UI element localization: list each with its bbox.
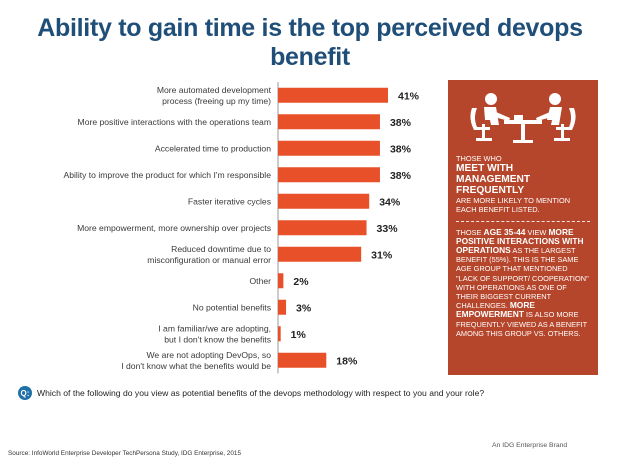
value-label: 18% [336,355,358,367]
dashed-divider [456,220,590,222]
insight-sidebar: Those who meet with management frequentl… [448,80,598,375]
bar [278,299,287,315]
value-label: 33% [377,223,399,235]
bar [278,326,281,342]
bar [278,246,362,262]
bar [278,273,284,289]
brand-credit: An IDG Enterprise Brand [492,442,568,449]
value-label: 2% [293,276,309,288]
category-label: More empowerment, more ownership over pr… [77,223,271,233]
category-label: I am familiar/we are adopting, [158,323,271,333]
category-label: Other [250,276,272,286]
question-icon: Q: [18,386,32,400]
category-label: process (freeing up my time) [162,96,271,106]
value-label: 38% [390,170,412,182]
value-label: 41% [398,90,420,102]
meeting-people-icon [470,93,576,143]
category-label: Reduced downtime due to [171,244,271,254]
sidebar-insight-2: Those age 35-44 view more positive inter… [456,226,589,338]
category-label: More automated development [157,85,272,95]
sidebar-insight-1: Those who meet with management frequentl… [456,154,571,215]
category-label: More positive interactions with the oper… [78,117,271,127]
value-label: 3% [296,302,312,314]
value-label: 34% [379,196,401,208]
category-label: We are not adopting DevOps, so [146,350,271,360]
value-label: 31% [371,249,393,261]
category-label: but I don't know the benefits [164,334,271,344]
value-label: 38% [390,117,412,129]
bar [278,87,388,103]
bar [278,167,380,183]
category-label: I don't know what the benefits would be [121,361,271,371]
source-note: Source: InfoWorld Enterprise Developer T… [8,450,242,457]
chart-title: Ability to gain time is the top perceive… [37,14,583,71]
category-label: Faster iterative cycles [188,196,271,206]
bar [278,114,380,130]
bar [278,193,370,209]
value-label: 1% [291,329,307,341]
category-label: No potential benefits [193,302,271,312]
category-label: Accelerated time to production [155,143,271,153]
bar [278,220,367,236]
bar [278,352,327,368]
category-label: misconfiguration or manual error [147,255,271,265]
bar [278,140,380,156]
value-label: 38% [390,143,412,155]
survey-question: Q: Which of the following do you view as… [18,386,608,400]
question-text: Which of the following do you view as po… [37,388,485,398]
category-label: Ability to improve the product for which… [63,170,271,180]
